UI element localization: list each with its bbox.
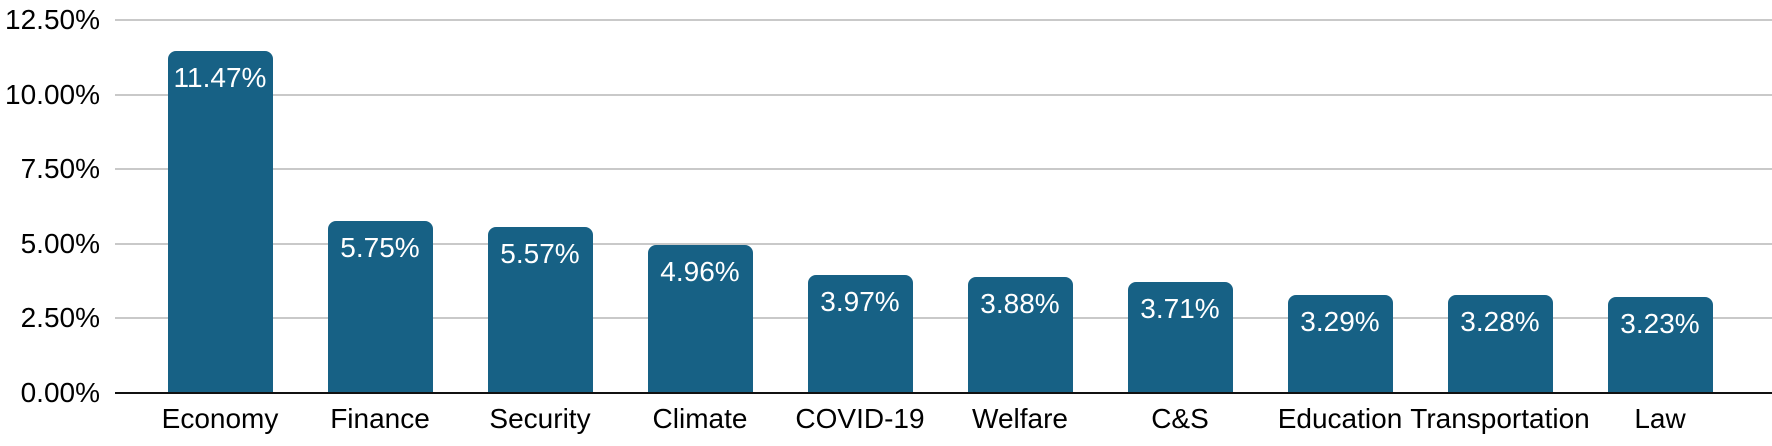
x-axis-category-label: Finance xyxy=(330,403,430,434)
x-axis-category-label: Economy xyxy=(161,403,279,434)
bar-law: 3.23% xyxy=(1607,296,1713,393)
gridline xyxy=(115,242,1772,245)
x-axis-line xyxy=(115,392,1772,394)
bar-value-label: 3.71% xyxy=(1140,293,1220,325)
y-axis-tick-label: 10.00% xyxy=(5,78,100,110)
x-axis-category-label: COVID-19 xyxy=(795,403,925,434)
y-axis-tick-label: 0.00% xyxy=(20,377,100,408)
bar-economy: 11.47% xyxy=(167,50,273,393)
bar-value-label: 5.57% xyxy=(500,237,580,269)
y-axis-tick-label: 7.50% xyxy=(20,153,100,185)
bar-climate: 4.96% xyxy=(647,244,753,393)
gridline xyxy=(115,19,1772,21)
x-axis-category-label: Law xyxy=(1634,403,1686,434)
bar-education: 3.29% xyxy=(1287,294,1393,393)
y-axis-tick-label: 5.00% xyxy=(20,227,100,259)
bar-transportation: 3.28% xyxy=(1447,295,1553,393)
x-axis-category-label: Transportation xyxy=(1410,403,1590,434)
bar-value-label: 3.28% xyxy=(1460,306,1540,338)
gridline xyxy=(115,317,1772,320)
x-axis-category-label: Welfare xyxy=(972,403,1068,434)
gridline xyxy=(115,168,1772,171)
bar-value-label: 5.75% xyxy=(340,232,420,264)
y-axis-tick-label: 12.50% xyxy=(5,4,100,35)
bar-value-label: 3.97% xyxy=(820,285,900,317)
y-axis-tick-label: 2.50% xyxy=(20,302,100,334)
bar-value-label: 3.29% xyxy=(1300,305,1380,337)
bar-value-label: 11.47% xyxy=(173,61,267,93)
gridline xyxy=(115,93,1772,96)
bar-finance: 5.75% xyxy=(327,221,433,393)
bar-value-label: 3.88% xyxy=(980,288,1060,320)
bar-value-label: 3.23% xyxy=(1620,307,1700,339)
x-axis-category-label: Education xyxy=(1277,403,1403,434)
bar-value-label: 4.96% xyxy=(660,255,740,287)
bar-security: 5.57% xyxy=(487,226,593,393)
bar-c-s: 3.71% xyxy=(1127,282,1233,393)
x-axis-category-label: Security xyxy=(489,403,591,434)
x-axis-category-label: C&S xyxy=(1151,403,1209,434)
bar-welfare: 3.88% xyxy=(967,277,1073,393)
bar-covid-19: 3.97% xyxy=(807,274,913,393)
x-axis-category-label: Climate xyxy=(652,403,748,434)
